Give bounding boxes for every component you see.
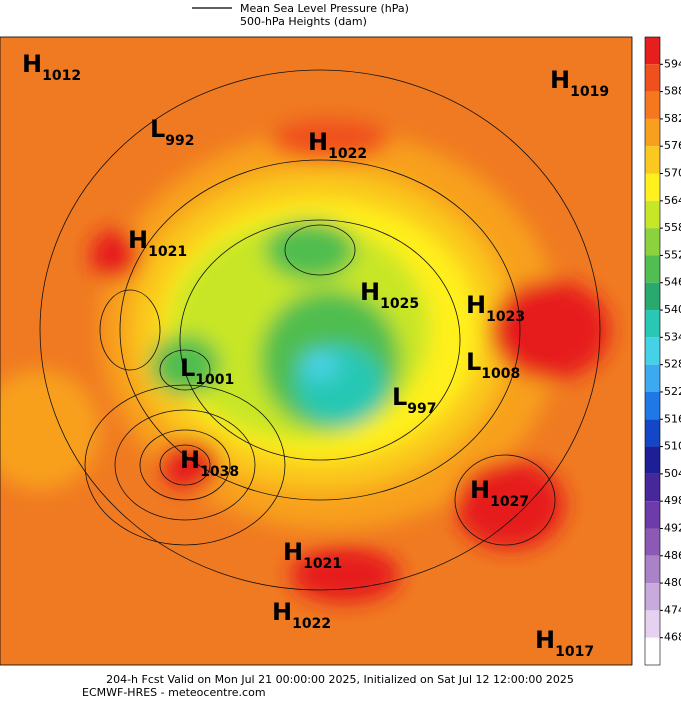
center-letter: H — [466, 291, 486, 319]
colorbar-swatch — [645, 173, 660, 201]
pressure-center: H1012 — [22, 50, 81, 84]
colorbar-label: 540 — [664, 303, 681, 316]
center-value: 1019 — [570, 84, 609, 100]
center-value: 1021 — [303, 556, 342, 572]
colorbar-swatch — [645, 583, 660, 611]
colorbar-swatch — [645, 364, 660, 392]
center-letter: H — [360, 278, 380, 306]
colorbar-label: 570 — [664, 167, 681, 180]
center-letter: H — [470, 476, 490, 504]
colorbar-label: 588 — [664, 85, 681, 98]
center-letter: L — [392, 383, 407, 411]
colorbar-label: 582 — [664, 112, 681, 125]
colorbar-label: 558 — [664, 221, 681, 234]
colorbar-swatch — [645, 200, 660, 229]
pressure-center: H1017 — [535, 626, 594, 660]
center-letter: H — [128, 226, 148, 254]
center-value: 992 — [165, 133, 194, 149]
pressure-center: H1027 — [470, 476, 529, 510]
colorbar-swatch — [645, 419, 660, 447]
colorbar-label: 576 — [664, 139, 681, 152]
legend-text: Mean Sea Level Pressure (hPa) — [240, 2, 409, 15]
center-value: 1023 — [486, 309, 525, 325]
colorbar-swatch — [645, 118, 660, 147]
pressure-center: H1023 — [466, 291, 525, 325]
center-letter: H — [180, 446, 200, 474]
legend-text: 500-hPa Heights (dam) — [240, 15, 367, 28]
colorbar-swatch — [645, 501, 660, 529]
pressure-center: H1019 — [550, 66, 609, 100]
center-value: 1022 — [328, 146, 367, 162]
colorbar-swatch — [645, 446, 660, 474]
center-value: 997 — [407, 401, 436, 417]
center-letter: L — [180, 354, 195, 382]
colorbar-swatch — [645, 391, 660, 420]
colorbar-label: 564 — [664, 194, 681, 207]
center-letter: L — [466, 348, 481, 376]
pressure-center: H1038 — [180, 446, 239, 480]
colorbar-label: 594 — [664, 57, 681, 70]
colorbar-swatch — [645, 64, 660, 92]
colorbar-swatch — [645, 610, 660, 638]
colorbar-label: 522 — [664, 385, 681, 398]
pressure-center: H1021 — [128, 226, 187, 260]
colorbar-label: 486 — [664, 549, 681, 562]
colorbar-label: 480 — [664, 576, 681, 589]
colorbar-label: 504 — [664, 467, 681, 480]
center-value: 1021 — [148, 244, 187, 260]
colorbar-label: 528 — [664, 358, 681, 371]
colorbar-swatch — [645, 228, 660, 256]
colorbar-swatch — [645, 337, 660, 365]
colorbar-swatch — [645, 37, 660, 65]
colorbar-swatch — [645, 146, 660, 174]
pressure-center: L992 — [150, 115, 195, 149]
colorbar-swatch — [645, 528, 660, 556]
colorbar-label: 492 — [664, 521, 681, 534]
center-letter: H — [283, 538, 303, 566]
pressure-center: L1001 — [180, 354, 234, 388]
pressure-center: L1008 — [466, 348, 520, 382]
pressure-center: H1022 — [308, 128, 367, 162]
center-value: 1022 — [292, 616, 331, 632]
center-value: 1017 — [555, 644, 594, 660]
colorbar-swatch — [645, 282, 660, 311]
colorbar-label: 468 — [664, 631, 681, 644]
center-letter: H — [535, 626, 555, 654]
colorbar-label: 546 — [664, 276, 681, 289]
map — [0, 37, 632, 665]
center-letter: H — [308, 128, 328, 156]
center-letter: H — [22, 50, 42, 78]
colorbar-label: 498 — [664, 494, 681, 507]
center-value: 1008 — [481, 366, 520, 382]
center-value: 1038 — [200, 464, 239, 480]
colorbar-frame — [644, 36, 661, 666]
colorbar-swatch — [645, 310, 660, 338]
center-value: 1025 — [380, 296, 419, 312]
pressure-center: H1025 — [360, 278, 419, 312]
pressure-center: H1022 — [272, 598, 331, 632]
colorbar-label: 510 — [664, 440, 681, 453]
colorbar-swatch — [645, 255, 660, 283]
pressure-center: L997 — [392, 383, 437, 417]
center-value: 1012 — [42, 68, 81, 84]
colorbar-swatch — [645, 91, 660, 119]
colorbar-swatch — [645, 473, 660, 502]
colorbar-label: 474 — [664, 603, 681, 616]
colorbar: 594 588 582 576 570 564 558 552 546 540 534 528 522 5… — [644, 36, 681, 666]
pressure-center: H1021 — [283, 538, 342, 572]
footer-text: 204-h Fcst Valid on Mon Jul 21 00:00:00 … — [106, 673, 574, 686]
colorbar-swatch — [645, 637, 660, 665]
colorbar-label: 552 — [664, 248, 681, 261]
center-letter: H — [550, 66, 570, 94]
center-value: 1027 — [490, 494, 529, 510]
colorbar-label: 534 — [664, 330, 681, 343]
colorbar-swatch — [645, 555, 660, 584]
colorbar-label: 516 — [664, 412, 681, 425]
center-letter: H — [272, 598, 292, 626]
center-value: 1001 — [195, 372, 234, 388]
footer-text: ECMWF-HRES - meteocentre.com — [82, 686, 266, 699]
center-letter: L — [150, 115, 165, 143]
